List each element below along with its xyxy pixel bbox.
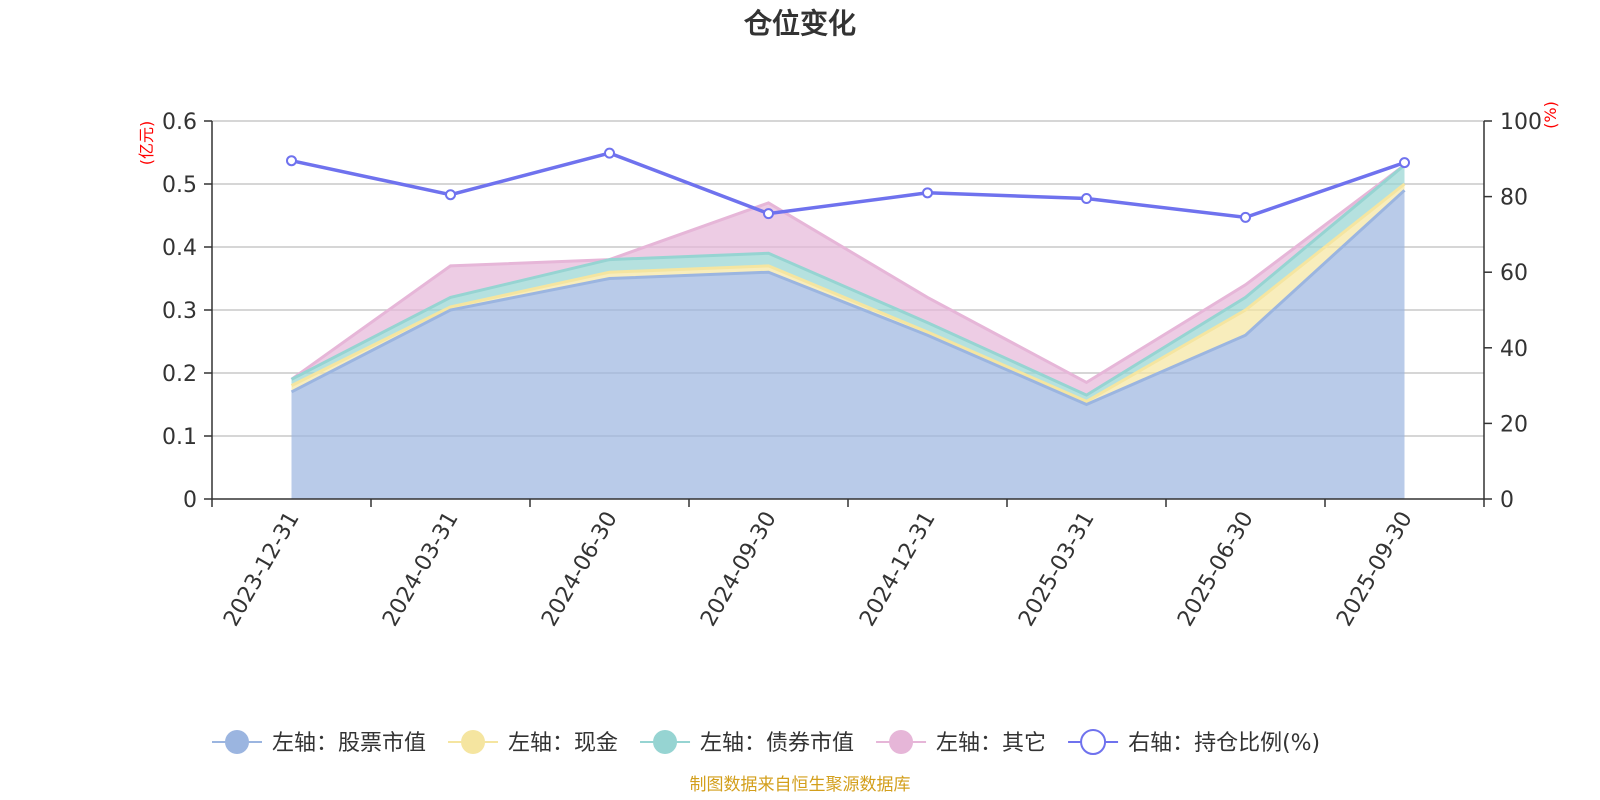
ratio-line — [291, 151, 1406, 220]
legend-item: 左轴：股票市值 — [212, 730, 426, 756]
legend-marker — [889, 730, 914, 754]
left-axis-tick-label: 0.5 — [162, 173, 197, 198]
area-stock — [291, 190, 1405, 500]
x-axis-tick-label: 2025-03-31 — [1014, 508, 1100, 631]
x-axis-tick-label: 2024-12-31 — [855, 508, 941, 631]
area-line-other — [290, 163, 1406, 385]
right-axis-tick-label: 0 — [1500, 488, 1514, 513]
legend-marker — [653, 730, 678, 754]
right-axis-tick-label: 80 — [1500, 186, 1528, 211]
stacked-areas — [290, 163, 1406, 500]
right-axis-tick-label: 40 — [1500, 337, 1528, 362]
ratio-point — [445, 189, 456, 201]
legend-marker — [225, 730, 249, 754]
data-source-note: 制图数据来自恒生聚源数据库 — [690, 775, 911, 795]
left-axis-tick-label: 0.1 — [162, 425, 197, 450]
legend-label: 右轴：持仓比例(%) — [1128, 731, 1320, 756]
legend: 左轴：股票市值 左轴：现金 左轴：债券市值 左轴：其它 右轴：持仓比例(%) — [212, 729, 1320, 756]
legend-item: 左轴：其它 — [876, 730, 1046, 756]
chart-title: 仓位变化 — [744, 7, 856, 40]
ratio-line-series — [286, 147, 1410, 223]
area-line-cash — [290, 182, 1406, 404]
legend-item: 左轴：现金 — [448, 730, 618, 756]
ratio-point — [1081, 192, 1092, 204]
left-axis-tick-label: 0.3 — [162, 299, 197, 324]
left-axis-tick-label: 0.4 — [162, 236, 197, 261]
right-axis-unit-label: (%) — [1541, 101, 1560, 129]
right-axis-tick-label: 100 — [1500, 110, 1542, 135]
right-axis-tick-label: 20 — [1500, 412, 1528, 437]
legend-item: 左轴：债券市值 — [640, 730, 854, 756]
legend-marker — [1080, 729, 1107, 755]
left-axis-tick-label: 0.6 — [162, 110, 197, 135]
legend-item: 右轴：持仓比例(%) — [1068, 729, 1320, 756]
ratio-point — [922, 187, 933, 199]
x-axis-tick-label: 2024-06-30 — [537, 508, 623, 631]
left-axis-tick-label: 0 — [183, 488, 197, 513]
area-other — [291, 165, 1405, 396]
legend-label: 左轴：债券市值 — [700, 731, 854, 756]
ratio-point — [1240, 211, 1251, 223]
ratio-point — [604, 147, 615, 159]
right-axis-tick-label: 60 — [1500, 261, 1528, 286]
x-axis-tick-label: 2024-03-31 — [378, 508, 464, 631]
left-axis-tick-label: 0.2 — [162, 362, 197, 387]
legend-label: 左轴：现金 — [508, 731, 618, 756]
x-axis-tick-label: 2025-06-30 — [1173, 508, 1259, 631]
legend-label: 左轴：股票市值 — [272, 731, 426, 756]
legend-label: 左轴：其它 — [936, 731, 1046, 756]
area-line-stock — [290, 189, 1406, 407]
x-axis-tick-label: 2024-09-30 — [696, 508, 782, 631]
x-axis-tick-label: 2023-12-31 — [219, 508, 305, 631]
legend-marker — [461, 730, 486, 754]
area-line-bond — [290, 163, 1406, 397]
left-axis-unit-label: (亿元) — [137, 121, 156, 166]
ratio-point — [1399, 157, 1410, 169]
x-axis-tick-label: 2025-09-30 — [1332, 508, 1418, 631]
ratio-point — [286, 155, 297, 167]
ratio-point — [763, 208, 774, 220]
